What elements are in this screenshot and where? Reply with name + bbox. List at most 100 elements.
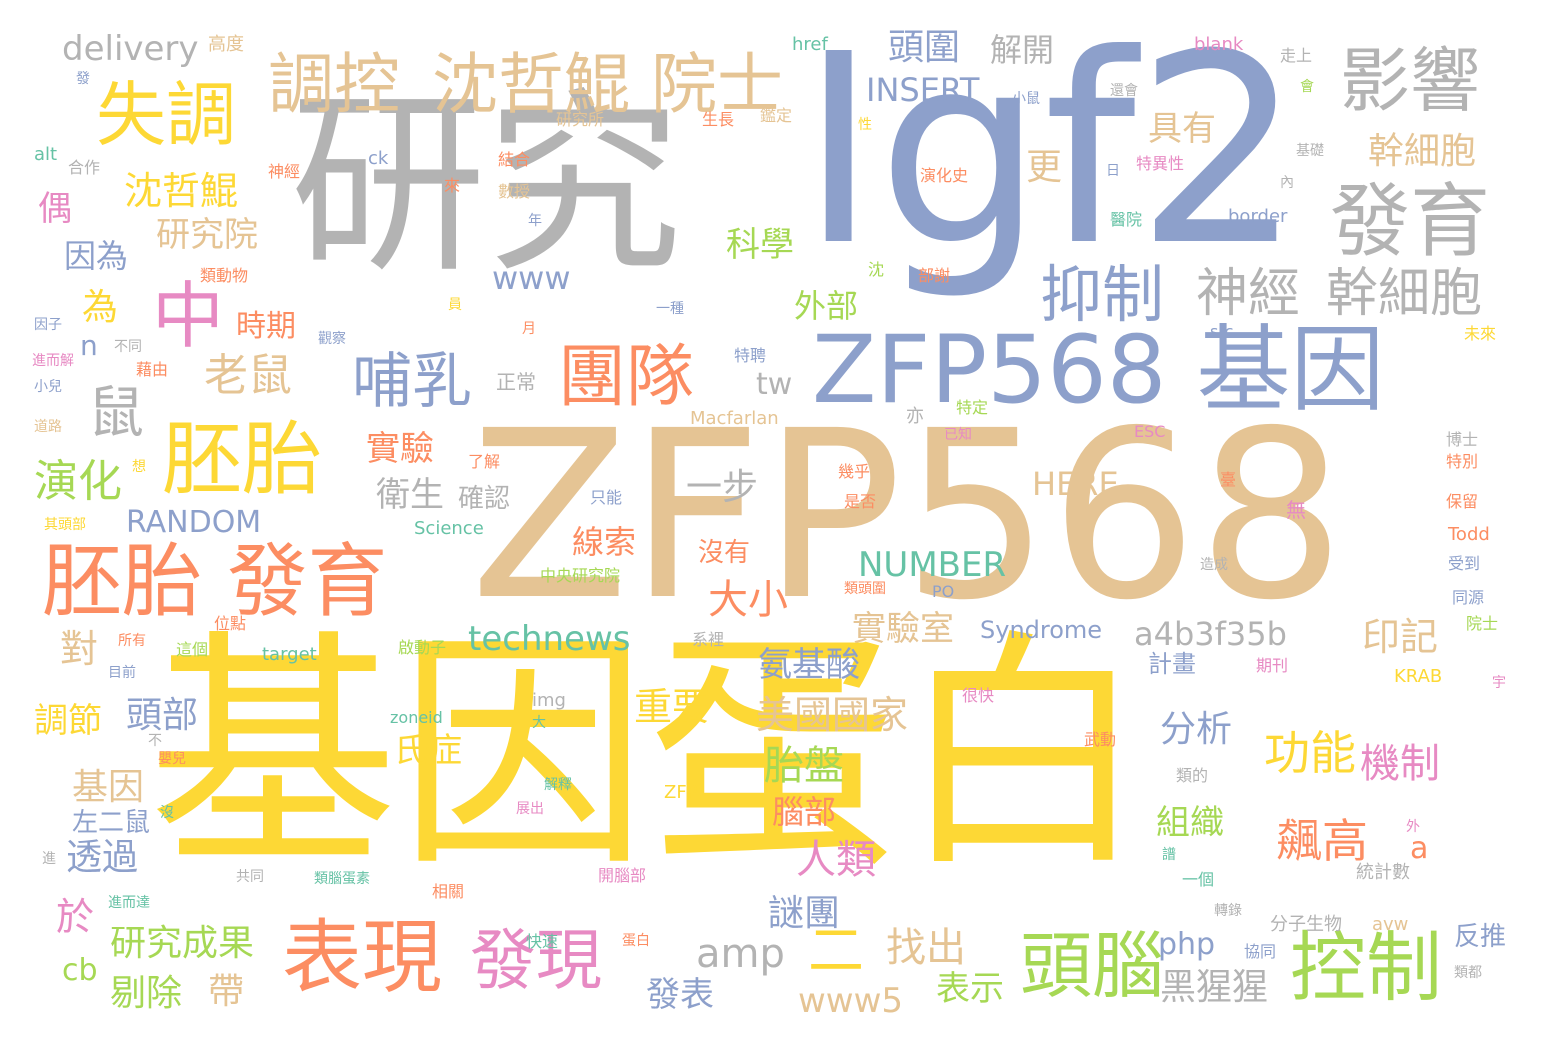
word-日: 日 [1106, 163, 1120, 179]
word-頭圍: 頭圍 [888, 27, 961, 68]
word-amp: amp [696, 931, 785, 977]
word-所有: 所有 [118, 633, 146, 649]
word-期刊: 期刊 [1256, 656, 1289, 675]
word-胎盤: 胎盤 [764, 743, 844, 789]
word-Igf2: Igf2 [800, 0, 1303, 303]
word-特別: 特別 [1446, 452, 1479, 471]
word-人類: 人類 [796, 837, 876, 883]
word-研究所: 研究所 [556, 110, 605, 129]
word-沈哲鯤: 沈哲鯤 [124, 169, 239, 213]
word-哺乳: 哺乳 [352, 347, 472, 417]
word-組織: 組織 [1156, 803, 1224, 843]
word-找出: 找出 [886, 925, 966, 971]
word-線索: 線索 [572, 523, 637, 561]
word-實驗: 實驗 [366, 429, 434, 469]
word-alt: alt [34, 144, 58, 165]
word-相關: 相關 [432, 882, 465, 901]
word-來: 來 [444, 176, 461, 195]
word-確認: 確認 [458, 484, 511, 514]
word-左二鼠: 左二鼠 [72, 808, 151, 838]
word-鼠: 鼠 [88, 381, 144, 446]
word-研究成果: 研究成果 [110, 923, 255, 964]
word-特異性: 特異性 [1136, 154, 1185, 173]
word-轉錄: 轉錄 [1214, 903, 1242, 919]
word-目前: 目前 [108, 665, 136, 681]
word-胚胎: 胚胎 [162, 413, 322, 506]
word-偶: 偶 [38, 189, 72, 229]
word-武動: 武動 [1084, 730, 1117, 749]
word-Macfarlan: Macfarlan [690, 408, 779, 429]
word-這個: 這個 [176, 640, 209, 659]
word-老鼠: 老鼠 [204, 350, 292, 401]
word-造成: 造成 [1200, 557, 1228, 573]
word-功能: 功能 [1264, 726, 1356, 780]
word-演化: 演化 [34, 456, 122, 507]
word-員: 員 [448, 297, 462, 313]
word-受到: 受到 [1448, 554, 1481, 573]
word-頭部: 頭部 [126, 695, 199, 736]
word-ck: ck [368, 148, 389, 169]
word-Syndrome: Syndrome [980, 616, 1103, 644]
word-展出: 展出 [516, 801, 544, 817]
word-時期: 時期 [236, 309, 296, 344]
word-計畫: 計畫 [1148, 650, 1196, 678]
word-更: 更 [1026, 147, 1063, 188]
word-解釋: 解釋 [544, 777, 572, 793]
word-神經: 神經 [1196, 264, 1301, 324]
word-還會: 還會 [1110, 83, 1138, 99]
word-透過: 透過 [66, 837, 139, 878]
word-二: 二 [808, 919, 864, 984]
word-ZFP568-基因: ZFP568 基因 [812, 316, 1385, 425]
word-technews: technews [468, 619, 631, 659]
word-美國國家: 美國國家 [756, 693, 909, 737]
word-控制: 控制 [1290, 923, 1442, 1012]
word-重要: 重要 [634, 685, 711, 729]
word-只能: 只能 [590, 488, 623, 507]
word-HERE: HERE [1032, 465, 1119, 503]
word-合作: 合作 [68, 158, 101, 177]
word-一個: 一個 [1182, 870, 1215, 889]
word-外: 外 [1406, 819, 1420, 835]
word-基因蛋白: 基因蛋白 [148, 609, 1148, 900]
word-系裡: 系裡 [692, 630, 725, 649]
word-宇: 宇 [1492, 675, 1506, 691]
word-於: 於 [56, 895, 95, 939]
word-謎團: 謎團 [768, 893, 841, 934]
word-研究: 研究 [290, 72, 683, 300]
word-幹細胞-2: 幹細胞 [1368, 131, 1477, 172]
word-研究院: 研究院 [156, 215, 258, 255]
word-氨基酸: 氨基酸 [758, 645, 860, 685]
word-分子生物: 分子生物 [1270, 914, 1342, 935]
word-實驗室: 實驗室 [852, 609, 954, 649]
word-剔除: 剔除 [110, 973, 183, 1014]
word-幾乎: 幾乎 [838, 462, 871, 481]
word-是否: 是否 [844, 492, 877, 511]
word-會: 會 [1300, 79, 1314, 95]
word-保留: 保留 [1446, 492, 1479, 511]
word-zoneid: zoneid [390, 708, 443, 727]
word-進而解: 進而解 [32, 353, 74, 369]
word-觀察: 觀察 [318, 331, 346, 347]
word-鑑定: 鑑定 [760, 106, 793, 125]
word-其頭部: 其頭部 [44, 517, 86, 533]
word-border: border [1228, 206, 1288, 227]
word-正常: 正常 [496, 370, 536, 394]
word-譜: 譜 [1162, 847, 1176, 863]
word-target: target [262, 644, 317, 665]
word-img: img [532, 690, 566, 711]
word-調節: 調節 [34, 701, 102, 741]
word-神經-small: 神經 [268, 162, 301, 181]
word-印記: 印記 [1362, 615, 1439, 659]
word-沈哲鯤-院士: 沈哲鯤 院士 [432, 46, 783, 123]
word-快速: 快速 [526, 932, 559, 951]
word-抑制: 抑制 [1040, 258, 1165, 331]
word-外部: 外部 [794, 287, 859, 325]
word-博士: 博士 [1446, 430, 1479, 449]
word-特定: 特定 [956, 398, 989, 417]
word-Science: Science [414, 518, 484, 539]
word-發現: 發現 [470, 922, 602, 999]
word-沒: 沒 [160, 805, 174, 821]
word-不: 不 [148, 733, 162, 749]
word-PO: PO [932, 582, 955, 601]
